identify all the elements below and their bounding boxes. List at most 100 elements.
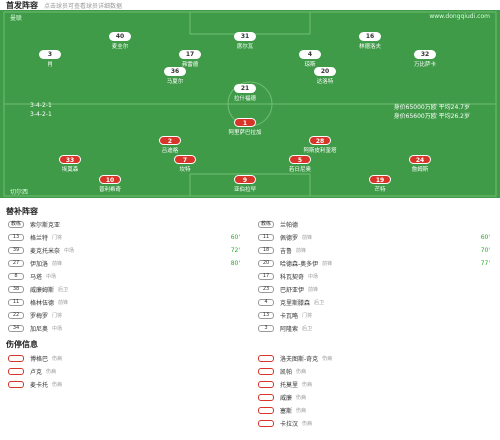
coach-name: 索尔斯克亚 <box>30 222 61 229</box>
sub-row[interactable]: 34 加尼奥 中场 <box>0 322 250 335</box>
sub-row[interactable]: 22 罗梅罗 门将 <box>0 309 250 322</box>
injury-icon <box>258 368 274 375</box>
player-number: 5 <box>289 155 311 164</box>
sub-position: 前锋 <box>58 300 69 306</box>
sub-row[interactable]: 17 科瓦契奇 中场 <box>250 270 500 283</box>
player-number: 21 <box>234 84 256 93</box>
away-team: 切尔西 <box>10 189 29 196</box>
sub-name: 卡瓦略 <box>280 313 299 320</box>
sub-number: 17 <box>258 273 274 280</box>
player[interactable]: 32 万比萨卡 <box>395 50 455 68</box>
sub-number: 39 <box>8 247 24 254</box>
player[interactable]: 9 亚伯拉罕 <box>215 175 275 193</box>
injury-list: 博格巴 伤病 卢克 伤病 麦卡托 伤病 洛夫图斯-奇克 伤病 凯帕 伤病 托莫里 伤病 威廉 伤病 塞斯 伤病… <box>0 352 500 438</box>
player[interactable]: 2 吕迪格 <box>140 136 200 154</box>
section-title: 替补阵容 <box>6 206 38 216</box>
player-number: 31 <box>234 32 256 41</box>
injury-header: 伤停信息 <box>0 338 500 350</box>
player[interactable]: 7 坎特 <box>155 155 215 173</box>
sub-row[interactable]: 13 格兰特 门将 60' <box>0 231 250 244</box>
player[interactable]: 40 麦圭尔 <box>90 32 150 50</box>
sub-number: 27 <box>8 260 24 267</box>
player[interactable]: 36 马夏尔 <box>145 67 205 85</box>
player-number: 10 <box>99 175 121 184</box>
injury-icon <box>258 381 274 388</box>
player-number: 20 <box>314 67 336 76</box>
sub-number: 22 <box>8 312 24 319</box>
sub-row[interactable]: 23 巴舒亚伊 前锋 <box>250 283 500 296</box>
player[interactable]: 16 林德洛夫 <box>340 32 400 50</box>
injury-name: 塞斯 <box>280 408 293 415</box>
sub-row[interactable]: 13 卡瓦略 门将 <box>250 309 500 322</box>
sub-number: 34 <box>8 325 24 332</box>
injury-status: 伤病 <box>52 356 63 362</box>
injury-name: 凯帕 <box>280 369 293 376</box>
sub-name: 麦克托米奈 <box>30 248 61 255</box>
player-name: 坎特 <box>179 167 191 173</box>
sub-name: 格兰特 <box>30 235 49 242</box>
player[interactable]: 17 弗雷德 <box>160 50 220 68</box>
player[interactable]: 20 达洛特 <box>295 67 355 85</box>
player[interactable]: 33 埃莫森 <box>40 155 100 173</box>
injury-name: 威廉 <box>280 395 293 402</box>
player-number: 33 <box>59 155 81 164</box>
player[interactable]: 5 若日尼奥 <box>270 155 330 173</box>
sub-name: 克里斯滕森 <box>280 300 311 307</box>
home-info: 身价65000万欧 平均24.7岁 <box>393 104 470 111</box>
sub-name: 马塔 <box>30 274 43 281</box>
subs-column: 教练 索尔斯克亚 13 格兰特 门将 60' 39 麦克托米奈 中场 72' 27 伊加洛 前锋 80' 8… <box>0 218 250 348</box>
injury-name: 博格巴 <box>30 356 49 363</box>
sub-minute: 60' <box>480 234 490 241</box>
sub-position: 门将 <box>52 313 63 319</box>
injury-status: 伤病 <box>296 408 307 414</box>
player[interactable]: 19 芒特 <box>350 175 410 193</box>
sub-name: 阿隆索 <box>280 326 299 333</box>
injury-column: 博格巴 伤病 卢克 伤病 麦卡托 伤病 <box>0 352 250 391</box>
sub-name: 科瓦契奇 <box>280 274 305 281</box>
player-number: 9 <box>234 175 256 184</box>
sub-row[interactable]: 27 伊加洛 前锋 80' <box>0 257 250 270</box>
sub-row[interactable]: 4 克里斯滕森 后卫 <box>250 296 500 309</box>
sub-row[interactable]: 18 吉鲁 前锋 70' <box>250 244 500 257</box>
injury-icon <box>8 355 24 362</box>
sub-minute: 60' <box>230 234 240 241</box>
sub-number: 18 <box>258 247 274 254</box>
sub-name: 威廉姆斯 <box>30 287 55 294</box>
injury-name: 麦卡托 <box>30 382 49 389</box>
player[interactable]: 31 席尔瓦 <box>215 32 275 50</box>
player[interactable]: 1 阿里萨巴拉加 <box>215 118 275 136</box>
sub-row[interactable]: 3 阿隆索 后卫 <box>250 322 500 335</box>
player-name: 席尔瓦 <box>236 44 254 50</box>
watermark: www.dongqiudi.com <box>429 13 490 20</box>
injury-status: 伤病 <box>322 356 333 362</box>
player[interactable]: 4 琼斯 <box>280 50 340 68</box>
sub-name: 哈德森-奥多伊 <box>280 261 319 268</box>
sub-row[interactable]: 39 麦克托米奈 中场 72' <box>0 244 250 257</box>
player-name: 拉什福德 <box>233 96 256 102</box>
sub-position: 门将 <box>52 235 63 241</box>
player-number: 1 <box>234 118 256 127</box>
coach-row: 教练 兰帕德 <box>250 218 500 231</box>
sub-name: 吉鲁 <box>280 248 293 255</box>
player[interactable]: 28 阿斯皮利奎塔 <box>290 136 350 154</box>
injury-name: 卢克 <box>30 369 43 376</box>
sub-row[interactable]: 11 格林伍德 前锋 <box>0 296 250 309</box>
pitch-lines <box>3 11 497 197</box>
sub-row[interactable]: 8 马塔 中场 <box>0 270 250 283</box>
sub-number: 13 <box>258 312 274 319</box>
player[interactable]: 24 詹姆斯 <box>390 155 450 173</box>
sub-row[interactable]: 20 哈德森-奥多伊 前锋 77' <box>250 257 500 270</box>
injury-row: 塞斯 伤病 <box>250 404 500 417</box>
sub-row[interactable]: 38 威廉姆斯 后卫 <box>0 283 250 296</box>
player-name: 弗雷德 <box>181 62 199 68</box>
coach-name: 兰帕德 <box>280 222 299 229</box>
player-number: 2 <box>159 136 181 145</box>
player[interactable]: 21 拉什福德 <box>215 84 275 102</box>
injury-row: 卢克 伤病 <box>0 365 250 378</box>
player[interactable]: 10 普利希奇 <box>80 175 140 193</box>
injury-row: 麦卡托 伤病 <box>0 378 250 391</box>
sub-row[interactable]: 11 佩德罗 前锋 60' <box>250 231 500 244</box>
injury-status: 伤病 <box>46 369 57 375</box>
